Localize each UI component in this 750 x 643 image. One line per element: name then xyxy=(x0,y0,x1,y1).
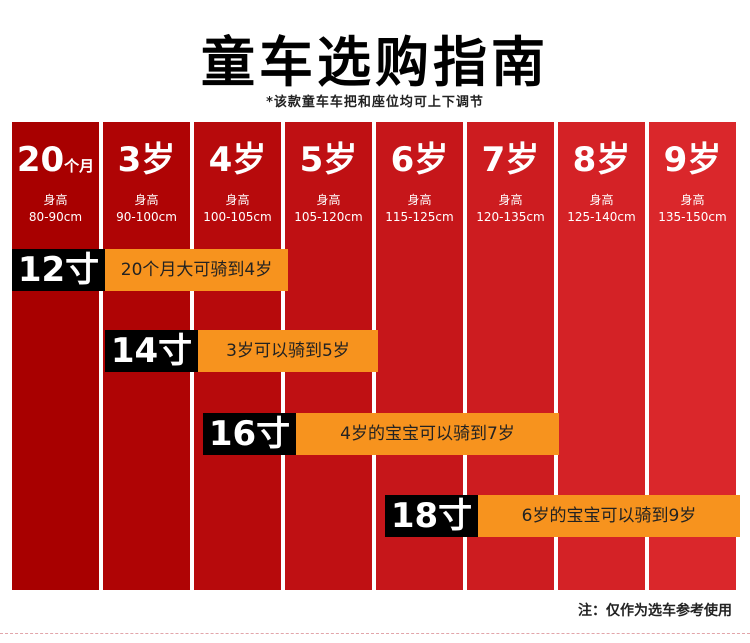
age-heading: 9岁 xyxy=(663,140,722,180)
age-heading: 3岁 xyxy=(117,140,176,180)
height-range: 80-90cm xyxy=(28,210,83,224)
height-range: 90-100cm xyxy=(116,210,177,224)
reference-note: 注：仅作为选车参考使用 xyxy=(578,603,732,619)
size-18-range-bar: 6岁的宝宝可以骑到9岁 xyxy=(478,495,740,537)
size-18-label: 18寸 xyxy=(385,495,478,537)
size-12-label: 12寸 xyxy=(12,249,105,291)
height-range: 115-125cm xyxy=(385,210,454,224)
age-heading: 6岁 xyxy=(390,140,449,180)
height-range: 100-105cm xyxy=(203,210,272,224)
height-range: 135-150cm xyxy=(658,210,727,224)
height-label: 身高 xyxy=(589,193,614,207)
size-16-range-bar: 4岁的宝宝可以骑到7岁 xyxy=(296,413,559,455)
size-14-label: 14寸 xyxy=(105,330,198,372)
height-label: 身高 xyxy=(680,193,705,207)
height-label: 身高 xyxy=(43,193,68,207)
height-range: 125-140cm xyxy=(567,210,636,224)
height-label: 身高 xyxy=(134,193,159,207)
height-label: 身高 xyxy=(407,193,432,207)
age-column-20-months: 20个月 身高 80-90cm xyxy=(12,122,99,590)
size-16-label: 16寸 xyxy=(203,413,296,455)
age-heading: 7岁 xyxy=(481,140,540,180)
page-title: 童车选购指南 xyxy=(201,31,549,94)
age-heading: 4岁 xyxy=(208,140,267,180)
age-heading: 5岁 xyxy=(299,140,358,180)
size-14-range-bar: 3岁可以骑到5岁 xyxy=(198,330,378,372)
height-label: 身高 xyxy=(225,193,250,207)
height-label: 身高 xyxy=(498,193,523,207)
age-heading: 20个月 xyxy=(16,140,95,180)
size-12-range-bar: 20个月大可骑到4岁 xyxy=(105,249,288,291)
height-range: 120-135cm xyxy=(476,210,545,224)
height-label: 身高 xyxy=(316,193,341,207)
adjustable-note: *该款童车车把和座位均可上下调节 xyxy=(266,95,484,110)
age-heading: 8岁 xyxy=(572,140,631,180)
bottom-divider xyxy=(0,633,750,634)
height-range: 105-120cm xyxy=(294,210,363,224)
